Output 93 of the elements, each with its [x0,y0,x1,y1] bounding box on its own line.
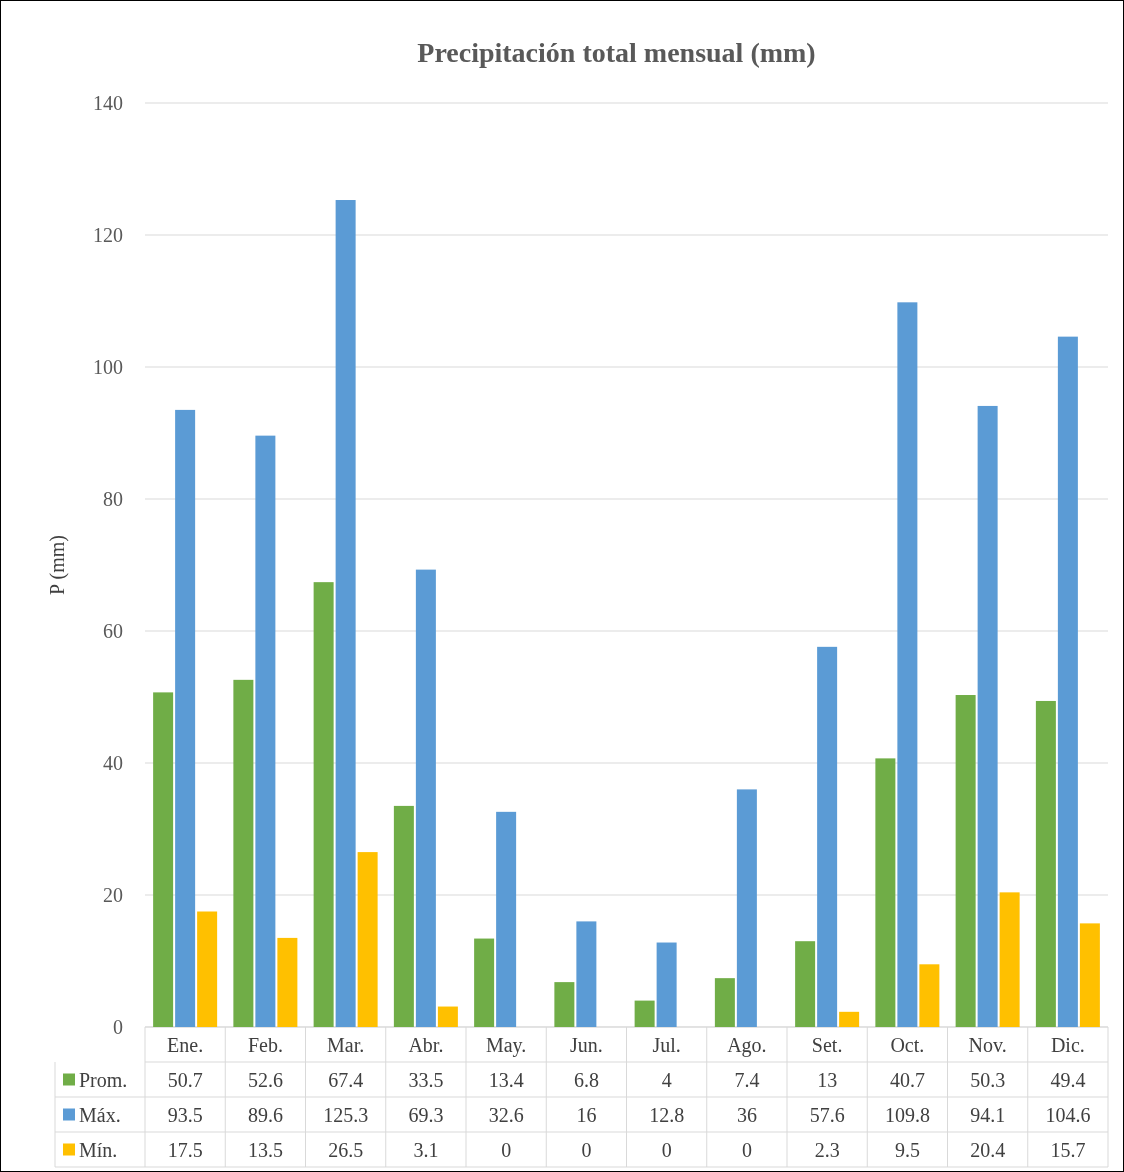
y-tick-label: 120 [93,224,123,246]
bar [795,941,816,1027]
data-label: 0 [501,1138,512,1161]
data-label: 3.1 [413,1138,439,1161]
y-tick-label: 100 [93,356,123,378]
y-tick-label: 80 [103,488,123,510]
data-label: 12.8 [649,1103,685,1126]
legend-label: Máx. [79,1103,121,1126]
bar [999,892,1020,1027]
data-label: 93.5 [167,1103,203,1126]
bar [393,805,414,1027]
data-label: 67.4 [328,1068,364,1091]
bar [1035,700,1056,1027]
data-label: 69.3 [408,1103,444,1126]
data-label: 49.4 [1050,1068,1086,1091]
data-label: 13 [817,1068,838,1091]
data-label: 109.8 [884,1103,930,1126]
data-label: 17.5 [167,1138,203,1161]
data-label: 9.5 [894,1138,920,1161]
data-label: 2.3 [814,1138,840,1161]
x-tick-label: May. [485,1033,527,1057]
data-label: 13.4 [488,1068,524,1091]
x-tick-label: Ene. [167,1033,204,1056]
x-tick-label: Mar. [327,1033,365,1056]
data-label: 94.1 [970,1103,1006,1126]
y-tick-label: 140 [93,92,123,114]
bar [277,937,298,1027]
bar [875,758,896,1027]
bar [313,582,334,1027]
bar [496,811,517,1027]
data-label: 0 [661,1138,672,1161]
bar [415,569,436,1027]
bar [153,692,174,1027]
data-label: 125.3 [323,1103,369,1126]
data-label: 0 [581,1138,592,1161]
data-label: 20.4 [970,1138,1006,1161]
legend-label: Mín. [79,1138,118,1161]
bar [736,789,757,1027]
data-label: 57.6 [809,1103,845,1126]
data-label: 6.8 [573,1068,599,1091]
bar [437,1006,458,1027]
data-label: 4 [661,1068,672,1091]
data-label: 16 [576,1103,597,1126]
data-label: 13.5 [247,1138,283,1161]
bar [714,978,735,1027]
bar [335,200,356,1027]
data-label: 40.7 [889,1068,925,1091]
bar [474,938,495,1027]
data-label: 26.5 [328,1138,364,1161]
x-tick-label: Nov. [968,1033,1007,1056]
bar [634,1000,655,1027]
data-label: 104.6 [1045,1103,1091,1126]
data-label: 32.6 [488,1103,524,1126]
bar [1057,336,1078,1027]
bar [1079,923,1100,1027]
legend-label: Prom. [79,1068,128,1091]
data-label: 50.3 [970,1068,1006,1091]
x-tick-label: Jul. [652,1033,681,1056]
bar [817,646,838,1027]
bar [197,911,218,1027]
bar [977,405,998,1027]
data-label: 0 [741,1138,752,1161]
bar [576,921,597,1027]
x-tick-label: Oct. [890,1033,925,1056]
bar [233,679,254,1027]
data-label: 50.7 [167,1068,203,1091]
y-axis-title: P (mm) [46,535,69,595]
x-tick-label: Feb. [247,1033,283,1056]
y-tick-label: 40 [103,752,123,774]
data-label: 15.7 [1050,1138,1086,1161]
x-tick-label: Jun. [569,1033,603,1056]
data-label: 33.5 [408,1068,444,1091]
data-label: 52.6 [247,1068,283,1091]
bar [897,302,918,1027]
bar [357,852,378,1027]
x-tick-label: Dic. [1050,1033,1085,1056]
y-tick-label: 0 [113,1016,123,1038]
data-label: 36 [736,1103,757,1126]
bar [656,942,677,1027]
bar [554,982,575,1027]
bar [175,409,196,1027]
bar [919,964,940,1027]
bar [839,1011,860,1027]
data-label: 7.4 [734,1068,760,1091]
y-tick-label: 20 [103,884,123,906]
data-label: 89.6 [247,1103,283,1126]
y-tick-label: 60 [103,620,123,642]
bar [255,435,276,1027]
x-tick-label: Set. [811,1033,843,1056]
x-tick-label: Ago. [727,1033,767,1057]
bar [955,695,976,1027]
chart-title: Precipitación total mensual (mm) [417,37,816,68]
x-tick-label: Abr. [408,1033,444,1056]
